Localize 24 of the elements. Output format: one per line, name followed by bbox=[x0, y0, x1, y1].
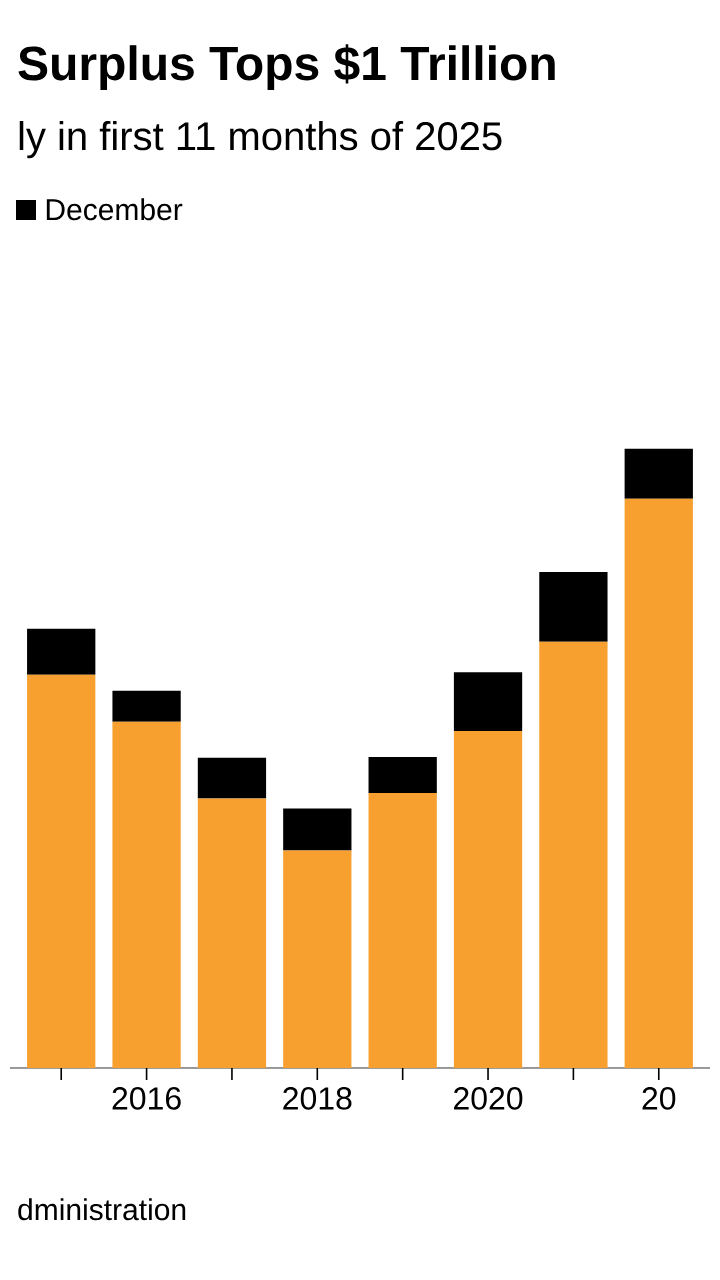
bar bbox=[197, 757, 267, 799]
chart-subtitle: ly in first 11 months of 2025 bbox=[19, 121, 502, 159]
bar bbox=[453, 672, 523, 732]
bar bbox=[27, 674, 96, 1068]
bar bbox=[453, 731, 523, 1068]
x-tick-label: 2018 bbox=[283, 1087, 352, 1110]
x-tick-label: 2020 bbox=[454, 1087, 523, 1110]
x-tick-label: 2016 bbox=[112, 1087, 181, 1110]
bar bbox=[368, 757, 437, 793]
bar bbox=[368, 793, 437, 1068]
bar bbox=[283, 808, 352, 851]
bar bbox=[112, 690, 181, 722]
bar bbox=[539, 571, 608, 642]
bar bbox=[112, 721, 181, 1068]
x-tick-label: 20 bbox=[642, 1087, 676, 1110]
chart-title: Surplus Tops $1 Trillion bbox=[18, 44, 555, 90]
bar bbox=[624, 448, 693, 499]
text: dministration bbox=[18, 1198, 186, 1221]
bar bbox=[27, 628, 96, 675]
bar bbox=[283, 850, 352, 1068]
bar bbox=[624, 498, 693, 1068]
bar bbox=[197, 798, 267, 1068]
legend-label: December bbox=[46, 198, 183, 221]
bar bbox=[539, 641, 608, 1068]
